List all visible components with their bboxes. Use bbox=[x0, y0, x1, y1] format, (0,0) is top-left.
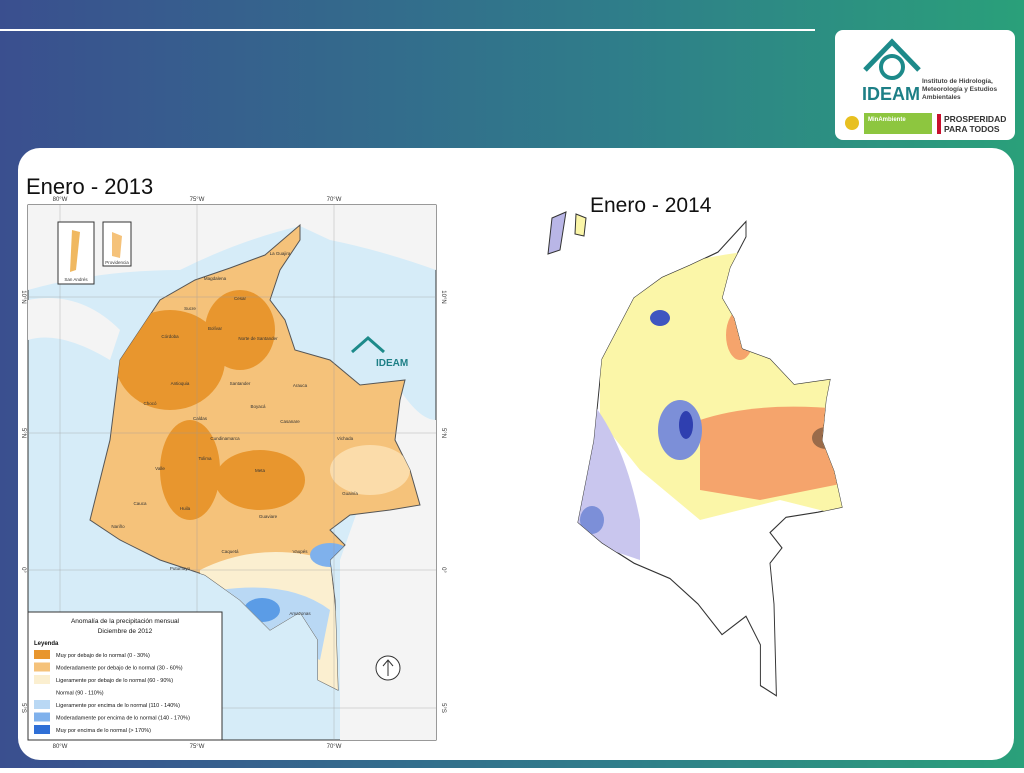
region-label: Norte de Santander bbox=[238, 336, 278, 341]
watermark: IDEAM bbox=[376, 358, 408, 369]
legend-swatch bbox=[34, 650, 50, 659]
lat-label: 0° bbox=[440, 567, 446, 573]
logo-name: IDEAM bbox=[862, 84, 920, 104]
legend-swatch bbox=[34, 687, 50, 697]
lat-label: 5°S bbox=[440, 703, 446, 713]
lon-label: 80°W bbox=[53, 197, 68, 203]
region-label: Amazonas bbox=[289, 611, 311, 616]
legend-item: Muy por encima de lo normal (> 170%) bbox=[56, 728, 151, 734]
logo-box: IDEAM Instituto de Hidrología, Meteorolo… bbox=[835, 30, 1015, 140]
legend-item: Ligeramente por debajo de lo normal (60 … bbox=[56, 678, 173, 684]
region-label: Santander bbox=[230, 381, 251, 386]
region-label: Cesar bbox=[234, 296, 247, 301]
legend-item: Moderadamente por encima de lo normal (1… bbox=[56, 716, 190, 722]
region-label: Putumayo bbox=[170, 566, 191, 571]
region-label: Córdoba bbox=[161, 334, 179, 339]
lon-label: 80°W bbox=[53, 744, 68, 750]
inset-label: San Andrés bbox=[64, 277, 88, 282]
region-label: Boyacá bbox=[250, 404, 266, 409]
logo-institute: Instituto de Hidrología, Meteorología y … bbox=[922, 78, 998, 101]
region-label: Vichada bbox=[337, 436, 354, 441]
inset-label: Providencia bbox=[105, 260, 129, 265]
region-label: Tolima bbox=[198, 456, 212, 461]
lon-label: 75°W bbox=[190, 197, 205, 203]
region-label: Cundinamarca bbox=[210, 436, 240, 441]
region-label: Valle bbox=[155, 466, 165, 471]
lon-label: 70°W bbox=[327, 197, 342, 203]
region-label: Bolívar bbox=[208, 326, 223, 331]
region-label: Caldas bbox=[193, 416, 208, 421]
region-label: Nariño bbox=[111, 524, 125, 529]
region-label: Magdalena bbox=[204, 276, 227, 281]
region-label: Guaviare bbox=[259, 514, 278, 519]
region-label: Caquetá bbox=[221, 549, 239, 554]
legend-title: Anomalía de la precipitación mensual bbox=[71, 618, 180, 625]
slogan: PARA TODOS bbox=[944, 124, 1000, 134]
lat-label: 0° bbox=[20, 567, 26, 573]
lat-label: 5°N bbox=[20, 428, 26, 438]
legend-item: Normal (90 - 110%) bbox=[56, 691, 104, 697]
legend-swatch bbox=[34, 662, 50, 672]
region-label: Sucre bbox=[184, 306, 196, 311]
region-label: Antioquia bbox=[171, 381, 190, 386]
region-label: Guainía bbox=[342, 491, 358, 496]
region-label: Cauca bbox=[133, 501, 147, 506]
legend-subtitle: Diciembre de 2012 bbox=[98, 628, 153, 635]
lat-label: 5°S bbox=[20, 703, 26, 713]
legend-swatch bbox=[34, 712, 50, 722]
region-label: Vaupés bbox=[293, 549, 309, 554]
legend-swatch bbox=[34, 725, 50, 734]
region-label: Huila bbox=[180, 506, 191, 511]
legend-swatch bbox=[34, 700, 50, 709]
region-label: La Guajira bbox=[270, 251, 291, 256]
legend-item: Ligeramente por encima de lo normal (110… bbox=[56, 703, 180, 709]
legend-swatch bbox=[34, 675, 50, 684]
lat-label: 10°N bbox=[440, 290, 446, 303]
legend-heading: Leyenda bbox=[34, 641, 59, 647]
slogan: PROSPERIDAD bbox=[944, 114, 1006, 124]
map-2013: IDEAM Anomalía de la precipitación mensu… bbox=[27, 204, 437, 741]
lon-label: 70°W bbox=[327, 744, 342, 750]
region-label: Arauca bbox=[293, 383, 308, 388]
ministry: MinAmbiente bbox=[868, 117, 906, 123]
lat-label: 5°N bbox=[440, 428, 446, 438]
lat-label: 10°N bbox=[20, 290, 26, 303]
map-title: Enero - 2013 bbox=[26, 174, 153, 199]
region-label: Chocó bbox=[143, 401, 157, 406]
legend-item: Moderadamente por debajo de lo normal (3… bbox=[56, 666, 183, 672]
region-label: Meta bbox=[255, 468, 266, 473]
legend-item: Muy por debajo de lo normal (0 - 30%) bbox=[56, 653, 150, 659]
lon-label: 75°W bbox=[190, 744, 205, 750]
region-label: Casanare bbox=[280, 419, 300, 424]
map-title: Enero - 2014 bbox=[590, 194, 712, 217]
